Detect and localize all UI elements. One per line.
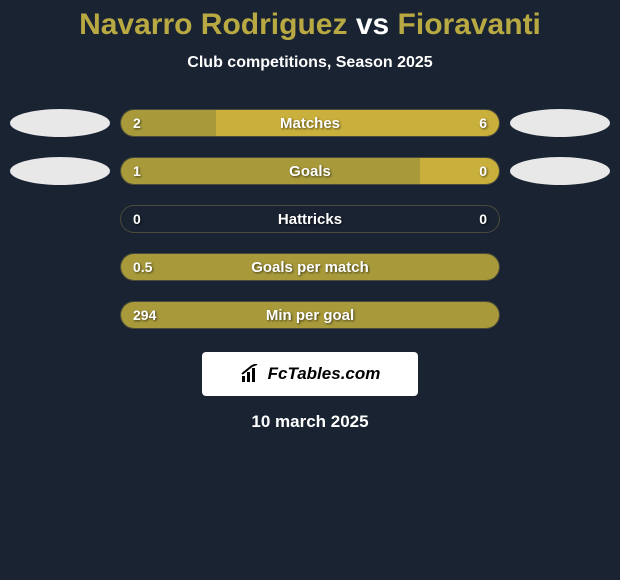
branding-box: FcTables.com [202, 352, 418, 396]
stat-row: 0 0Hattricks [0, 196, 620, 242]
right-badge [500, 100, 620, 146]
stat-label: Hattricks [121, 206, 499, 232]
value-left: 294 [133, 302, 156, 328]
branding-text: FcTables.com [268, 364, 381, 384]
value-left: 0 [133, 206, 141, 232]
right-badge [500, 292, 620, 338]
stat-row: 2 6Matches [0, 100, 620, 146]
value-right: 0 [479, 158, 487, 184]
subtitle: Club competitions, Season 2025 [0, 54, 620, 72]
value-left: 1 [133, 158, 141, 184]
stat-label: Matches [121, 110, 499, 136]
right-badge [500, 148, 620, 194]
stat-rows: 26Matches10Goals00Hattricks0.5Goals per … [0, 100, 620, 338]
vs-text: vs [356, 8, 389, 41]
value-left: 0.5 [133, 254, 152, 280]
comparison-infographic: Navarro Rodriguez vs Fioravanti Club com… [0, 0, 620, 432]
stat-bar: 1 0Goals [120, 157, 500, 185]
date-text: 10 march 2025 [0, 412, 620, 432]
title: Navarro Rodriguez vs Fioravanti [0, 8, 620, 42]
stat-row: 0.5Goals per match [0, 244, 620, 290]
value-right: 0 [479, 206, 487, 232]
right-badge [500, 244, 620, 290]
stat-bar: 0 0Hattricks [120, 205, 500, 233]
chart-icon [240, 364, 262, 384]
right-badge [500, 196, 620, 242]
left-badge [0, 244, 120, 290]
value-left: 2 [133, 110, 141, 136]
stat-label: Min per goal [121, 302, 499, 328]
player1-name: Navarro Rodriguez [79, 8, 347, 41]
stat-bar: 0.5Goals per match [120, 253, 500, 281]
left-badge [0, 100, 120, 146]
left-badge [0, 196, 120, 242]
left-badge [0, 292, 120, 338]
stat-bar: 294Min per goal [120, 301, 500, 329]
stat-row: 294Min per goal [0, 292, 620, 338]
left-badge [0, 148, 120, 194]
player2-name: Fioravanti [398, 8, 541, 41]
stat-label: Goals per match [121, 254, 499, 280]
stat-label: Goals [121, 158, 499, 184]
stat-bar: 2 6Matches [120, 109, 500, 137]
stat-row: 1 0Goals [0, 148, 620, 194]
value-right: 6 [479, 110, 487, 136]
